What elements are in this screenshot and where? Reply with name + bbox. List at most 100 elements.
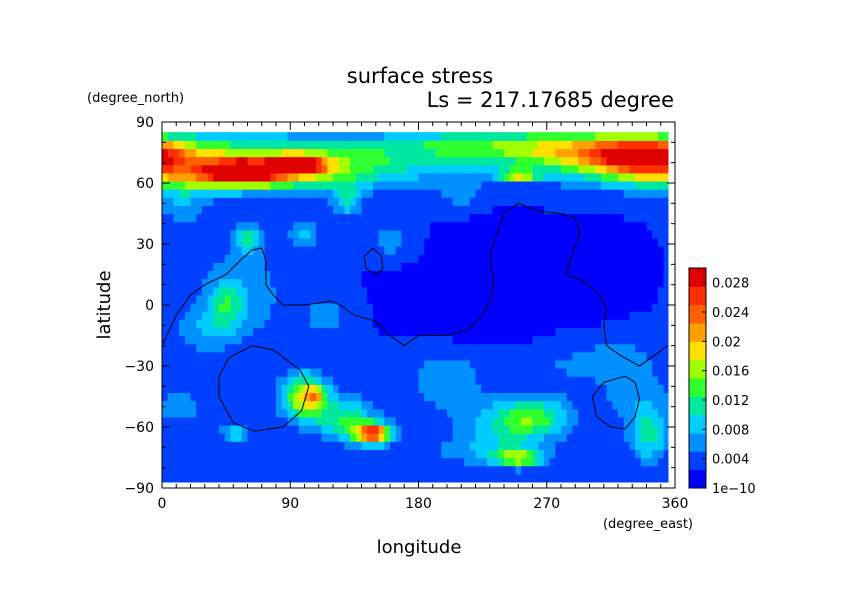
field-cell: [657, 441, 665, 450]
y-tick-label: −30: [124, 359, 154, 375]
field-cell: [344, 408, 351, 418]
field-cell: [179, 449, 186, 459]
field-cell: [367, 148, 374, 158]
field-cell: [344, 294, 351, 304]
field-cell: [407, 441, 414, 450]
field-cell: [224, 441, 231, 450]
field-cell: [167, 400, 174, 410]
field-cell: [412, 229, 420, 239]
field-cell: [287, 164, 294, 174]
field-cell: [640, 262, 648, 272]
field-cell: [162, 400, 169, 410]
field-cell: [258, 327, 266, 337]
field-cell: [327, 335, 334, 345]
field-cell: [258, 400, 266, 410]
field-cell: [224, 262, 231, 272]
field-cell: [167, 319, 174, 328]
field-cell: [543, 237, 551, 247]
field-cell: [521, 221, 528, 231]
field-cell: [184, 384, 192, 394]
field-cell: [184, 359, 192, 369]
field-cell: [190, 302, 197, 312]
field-cell: [162, 132, 169, 141]
field-cell: [201, 189, 209, 198]
field-cell: [521, 270, 528, 280]
field-cell: [350, 164, 357, 174]
field-cell: [566, 197, 573, 206]
field-cell: [401, 294, 408, 304]
field-cell: [367, 319, 374, 328]
field-cell: [224, 473, 231, 483]
field-cell: [481, 270, 488, 280]
field-cell: [333, 343, 340, 353]
field-cell: [407, 180, 414, 190]
field-cell: [475, 197, 482, 206]
field-cell: [429, 368, 437, 377]
field-cell: [184, 197, 192, 206]
contour-line-2: [218, 345, 310, 432]
field-cell: [167, 368, 174, 377]
field-cell: [367, 140, 374, 150]
field-cell: [543, 368, 551, 377]
field-cell: [224, 246, 231, 255]
field-cell: [196, 294, 203, 304]
field-cell: [583, 278, 591, 288]
field-cell: [578, 457, 585, 467]
field-cell: [184, 254, 192, 263]
field-cell: [281, 457, 288, 467]
field-cell: [167, 189, 174, 198]
field-cell: [407, 424, 414, 434]
field-cell: [196, 343, 203, 353]
field-cell: [458, 359, 465, 369]
field-cell: [253, 416, 260, 426]
field-cell: [549, 343, 556, 353]
field-cell: [441, 343, 448, 353]
field-cell: [606, 205, 613, 215]
field-cell: [538, 221, 545, 231]
y-tick-label: −60: [124, 420, 154, 436]
field-cell: [333, 457, 340, 467]
field-cell: [629, 246, 636, 255]
field-cell: [167, 441, 174, 450]
field-cell: [407, 465, 414, 475]
field-cell: [190, 319, 197, 328]
field-cell: [452, 270, 459, 280]
field-cell: [401, 319, 408, 328]
field-cell: [333, 449, 340, 459]
field-cell: [452, 441, 459, 450]
field-cell: [543, 319, 551, 328]
field-cell: [646, 180, 653, 190]
field-cell: [498, 156, 505, 166]
field-cell: [424, 294, 431, 304]
field-cell: [629, 335, 636, 345]
field-cell: [293, 319, 300, 328]
field-cell: [167, 294, 174, 304]
field-cell: [219, 400, 226, 410]
field-cell: [646, 197, 653, 206]
field-cell: [663, 197, 669, 206]
field-cell: [521, 294, 528, 304]
field-cell: [418, 221, 425, 231]
field-cell: [595, 221, 602, 231]
field-cell: [253, 433, 260, 442]
field-cell: [293, 164, 300, 174]
field-cell: [504, 335, 511, 345]
field-cell: [390, 384, 397, 394]
field-cell: [350, 148, 357, 158]
field-cell: [412, 254, 420, 263]
field-cell: [236, 392, 243, 402]
field-cell: [384, 302, 391, 312]
field-cell: [504, 262, 511, 272]
field-cell: [241, 229, 249, 239]
field-cell: [236, 327, 243, 337]
field-cell: [515, 384, 522, 394]
field-cell: [213, 262, 220, 272]
field-cell: [321, 189, 328, 198]
field-cell: [429, 441, 437, 450]
field-cell: [663, 132, 669, 141]
field-cell: [230, 246, 237, 255]
field-cell: [310, 286, 317, 296]
field-cell: [355, 465, 363, 475]
field-cell: [623, 424, 630, 434]
field-cell: [293, 424, 300, 434]
